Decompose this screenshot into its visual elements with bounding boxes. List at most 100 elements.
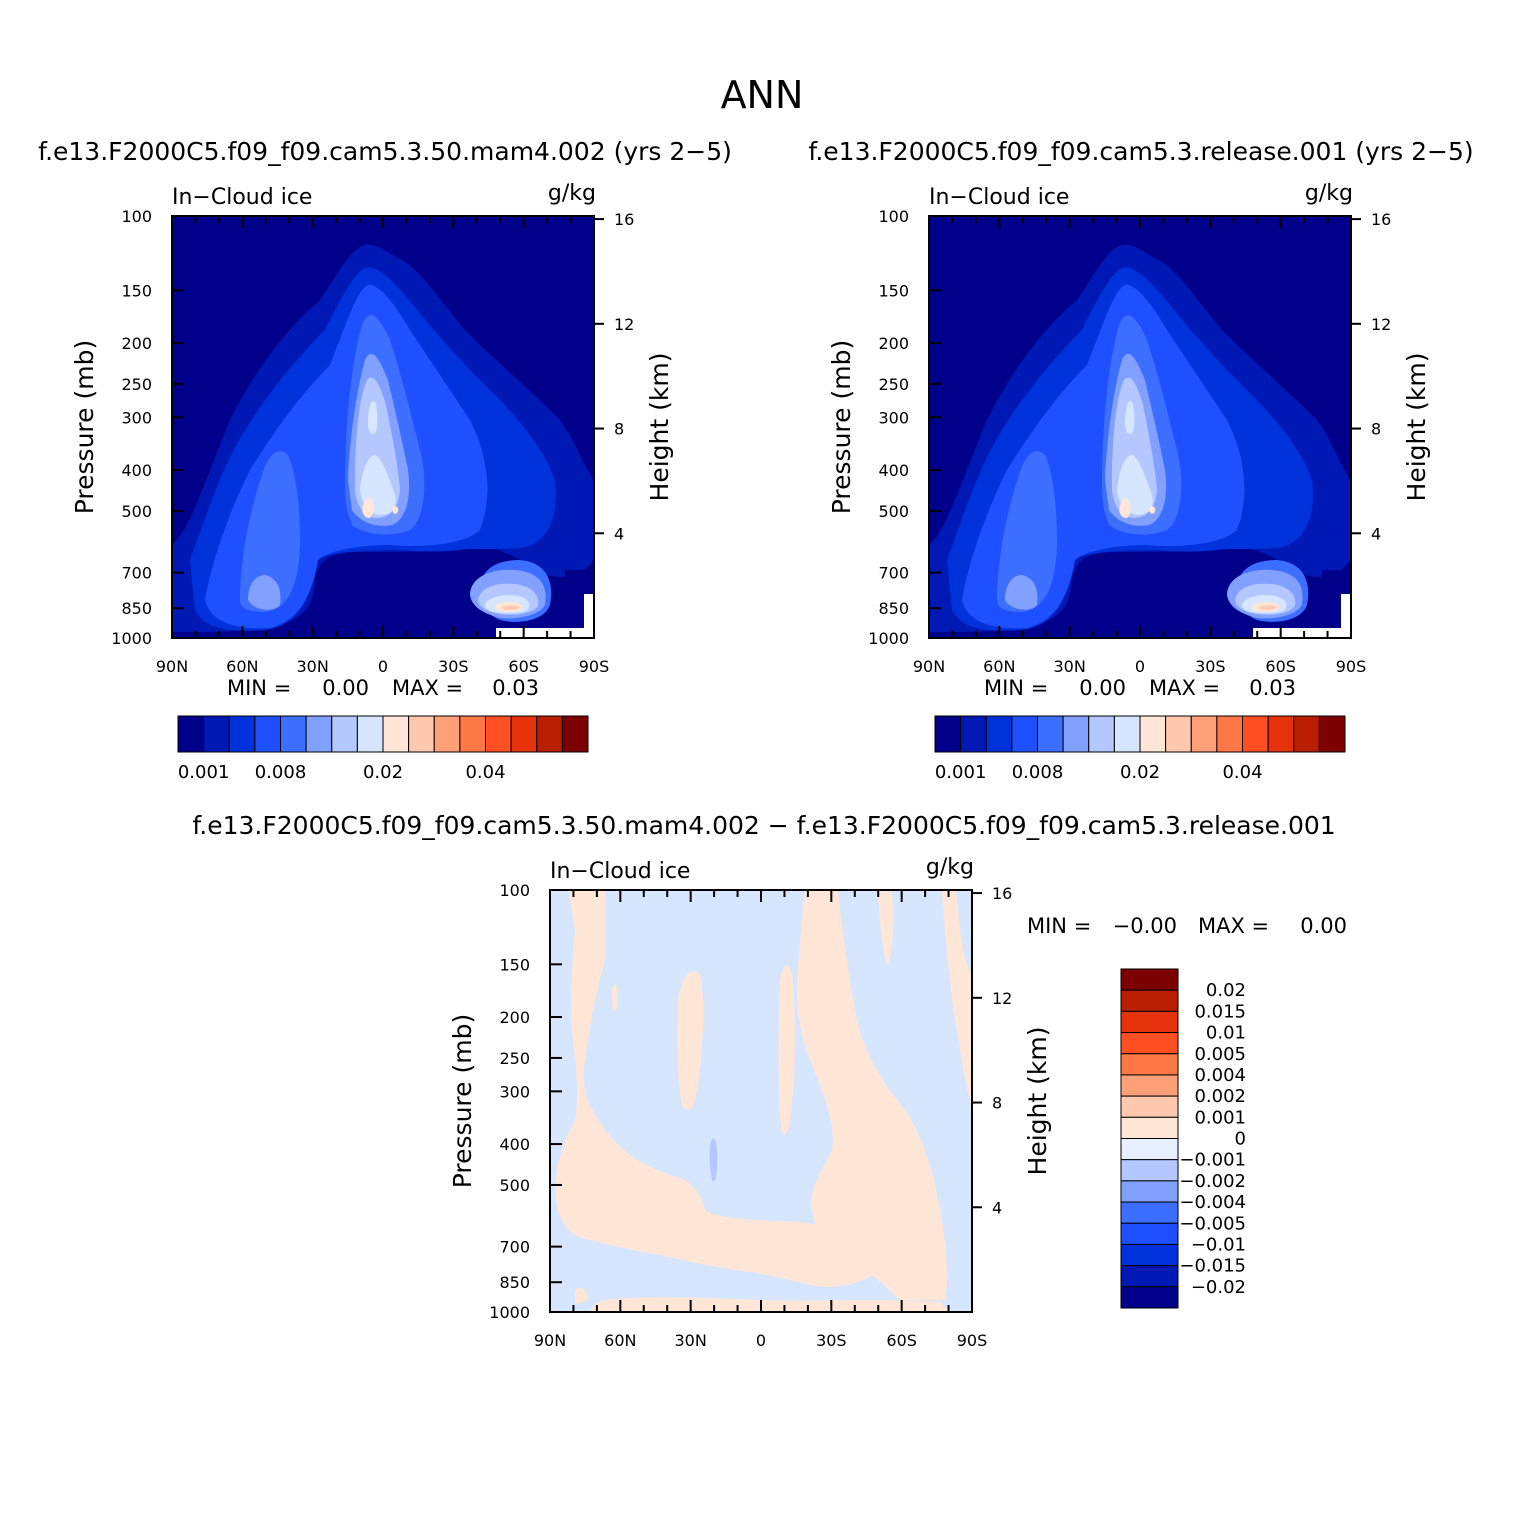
panel-2-variable-label: In−Cloud ice (929, 185, 1069, 210)
latitude-tick-label: 90N (913, 657, 945, 676)
latitude-tick-label: 60N (226, 657, 258, 676)
colorbar-label: −0.02 (1191, 1277, 1246, 1298)
latitude-tick-label: 60S (1265, 657, 1296, 676)
colorbar-label: 0.015 (1194, 1001, 1246, 1022)
colorbar-label: −0.004 (1179, 1192, 1246, 1213)
colorbar-swatch (305, 715, 333, 753)
colorbar-swatch (1120, 1010, 1179, 1034)
panel-3-stats: MIN = −0.00 MAX = 0.00 (1027, 914, 1347, 938)
colorbar-swatch (1242, 715, 1269, 753)
panel-2-stats: MIN = 0.00 MAX = 0.03 (984, 676, 1296, 700)
colorbar-swatch (1120, 1095, 1179, 1118)
pressure-tick-label: 100 (121, 207, 152, 226)
latitude-tick-label: 30S (816, 1331, 847, 1350)
pressure-tick-label: 150 (121, 281, 152, 300)
pressure-tick-label: 200 (878, 334, 909, 353)
colorbar-swatch (1139, 715, 1167, 753)
latitude-tick-label: 0 (756, 1331, 766, 1350)
panel-3-max-label: MAX = (1198, 914, 1269, 938)
colorbar-swatch (536, 715, 563, 753)
colorbar-swatch (280, 715, 307, 753)
colorbar-label: 0.008 (1012, 762, 1064, 783)
colorbar-swatch (1062, 715, 1090, 753)
height-tick-label: 12 (614, 315, 634, 334)
pressure-tick-label: 1000 (111, 629, 152, 648)
height-tick-label: 16 (992, 884, 1012, 903)
pressure-tick-label: 400 (878, 461, 909, 480)
colorbar-label: −0.005 (1179, 1213, 1246, 1234)
pressure-tick-label: 100 (499, 881, 530, 900)
colorbar-label: 0 (1235, 1129, 1246, 1150)
latitude-tick-label: 0 (1135, 657, 1145, 676)
pressure-tick-label: 850 (121, 599, 152, 618)
pressure-tick-label: 250 (121, 375, 152, 394)
colorbar-swatch (960, 715, 987, 753)
pressure-tick-label: 500 (878, 502, 909, 521)
colorbar-swatch (408, 715, 435, 753)
colorbar-label: 0.001 (178, 762, 230, 783)
colorbar-swatch (382, 715, 410, 753)
colorbar-swatch (1318, 715, 1346, 753)
latitude-tick-label: 60S (886, 1331, 917, 1350)
pressure-tick-label: 500 (499, 1176, 530, 1195)
latitude-tick-label: 90S (1336, 657, 1367, 676)
height-tick-label: 12 (992, 989, 1012, 1008)
latitude-tick-label: 90S (957, 1331, 988, 1350)
panel-1: f.e13.F2000C5.f09_f09.cam5.3.50.mam4.002… (38, 137, 732, 783)
pressure-tick-label: 850 (499, 1273, 530, 1292)
colorbar-swatch (1293, 715, 1320, 753)
latitude-tick-label: 90N (534, 1331, 566, 1350)
colorbar-swatch (1120, 1053, 1179, 1076)
pressure-tick-label: 850 (878, 599, 909, 618)
figure-title: ANN (721, 73, 804, 117)
colorbar-swatch (1216, 715, 1243, 753)
height-tick-label: 8 (992, 1094, 1002, 1113)
height-tick-label: 4 (614, 524, 624, 543)
colorbar-swatch (1120, 1222, 1179, 1245)
panel-2-ylabel: Pressure (mb) (827, 340, 856, 514)
colorbar-swatch (1120, 1116, 1179, 1139)
colorbar-swatch (356, 715, 384, 753)
colorbar-swatch (1120, 1265, 1179, 1288)
colorbar-swatch (1267, 715, 1295, 753)
latitude-tick-label: 0 (378, 657, 388, 676)
colorbar-swatch (561, 715, 589, 753)
panel-1-subtitle: f.e13.F2000C5.f09_f09.cam5.3.50.mam4.002… (38, 137, 732, 166)
panel-1-max-value: 0.03 (492, 676, 539, 700)
panel-3-min-label: MIN = (1027, 914, 1091, 938)
colorbar-swatch (1037, 715, 1064, 753)
height-tick-label: 8 (614, 420, 624, 439)
colorbar-swatch (1011, 715, 1038, 753)
panel-1-contours (172, 216, 594, 638)
height-tick-label: 8 (1371, 420, 1381, 439)
colorbar-swatch (510, 715, 538, 753)
panel-2-units-label: g/kg (1305, 181, 1353, 206)
colorbar-label: −0.015 (1179, 1256, 1246, 1277)
panel-3-variable-label: In−Cloud ice (550, 859, 690, 884)
pressure-tick-label: 100 (878, 207, 909, 226)
colorbar-label: 0.001 (1194, 1107, 1246, 1128)
pressure-tick-label: 200 (499, 1008, 530, 1027)
colorbar-label: −0.001 (1179, 1150, 1246, 1171)
latitude-tick-label: 30N (297, 657, 329, 676)
colorbar-swatch (331, 715, 358, 753)
pressure-tick-label: 1000 (868, 629, 909, 648)
panel-2-max-label: MAX = (1149, 676, 1220, 700)
latitude-tick-label: 30S (438, 657, 469, 676)
height-tick-label: 4 (992, 1198, 1002, 1217)
pressure-tick-label: 250 (878, 375, 909, 394)
pressure-tick-label: 300 (121, 408, 152, 427)
colorbar-swatch (1120, 1286, 1179, 1309)
pressure-tick-label: 150 (499, 955, 530, 974)
colorbar-label: 0.02 (1120, 762, 1160, 783)
colorbar-swatch (1120, 1138, 1179, 1161)
panel-1-variable-label: In−Cloud ice (172, 185, 312, 210)
panel-2: f.e13.F2000C5.f09_f09.cam5.3.release.001… (808, 137, 1473, 783)
panel-2-subtitle: f.e13.F2000C5.f09_f09.cam5.3.release.001… (808, 137, 1473, 166)
panel-3-contours (550, 890, 972, 1312)
pressure-tick-label: 200 (121, 334, 152, 353)
colorbar-swatch (228, 715, 256, 753)
height-tick-label: 16 (1371, 210, 1391, 229)
pressure-tick-label: 400 (121, 461, 152, 480)
